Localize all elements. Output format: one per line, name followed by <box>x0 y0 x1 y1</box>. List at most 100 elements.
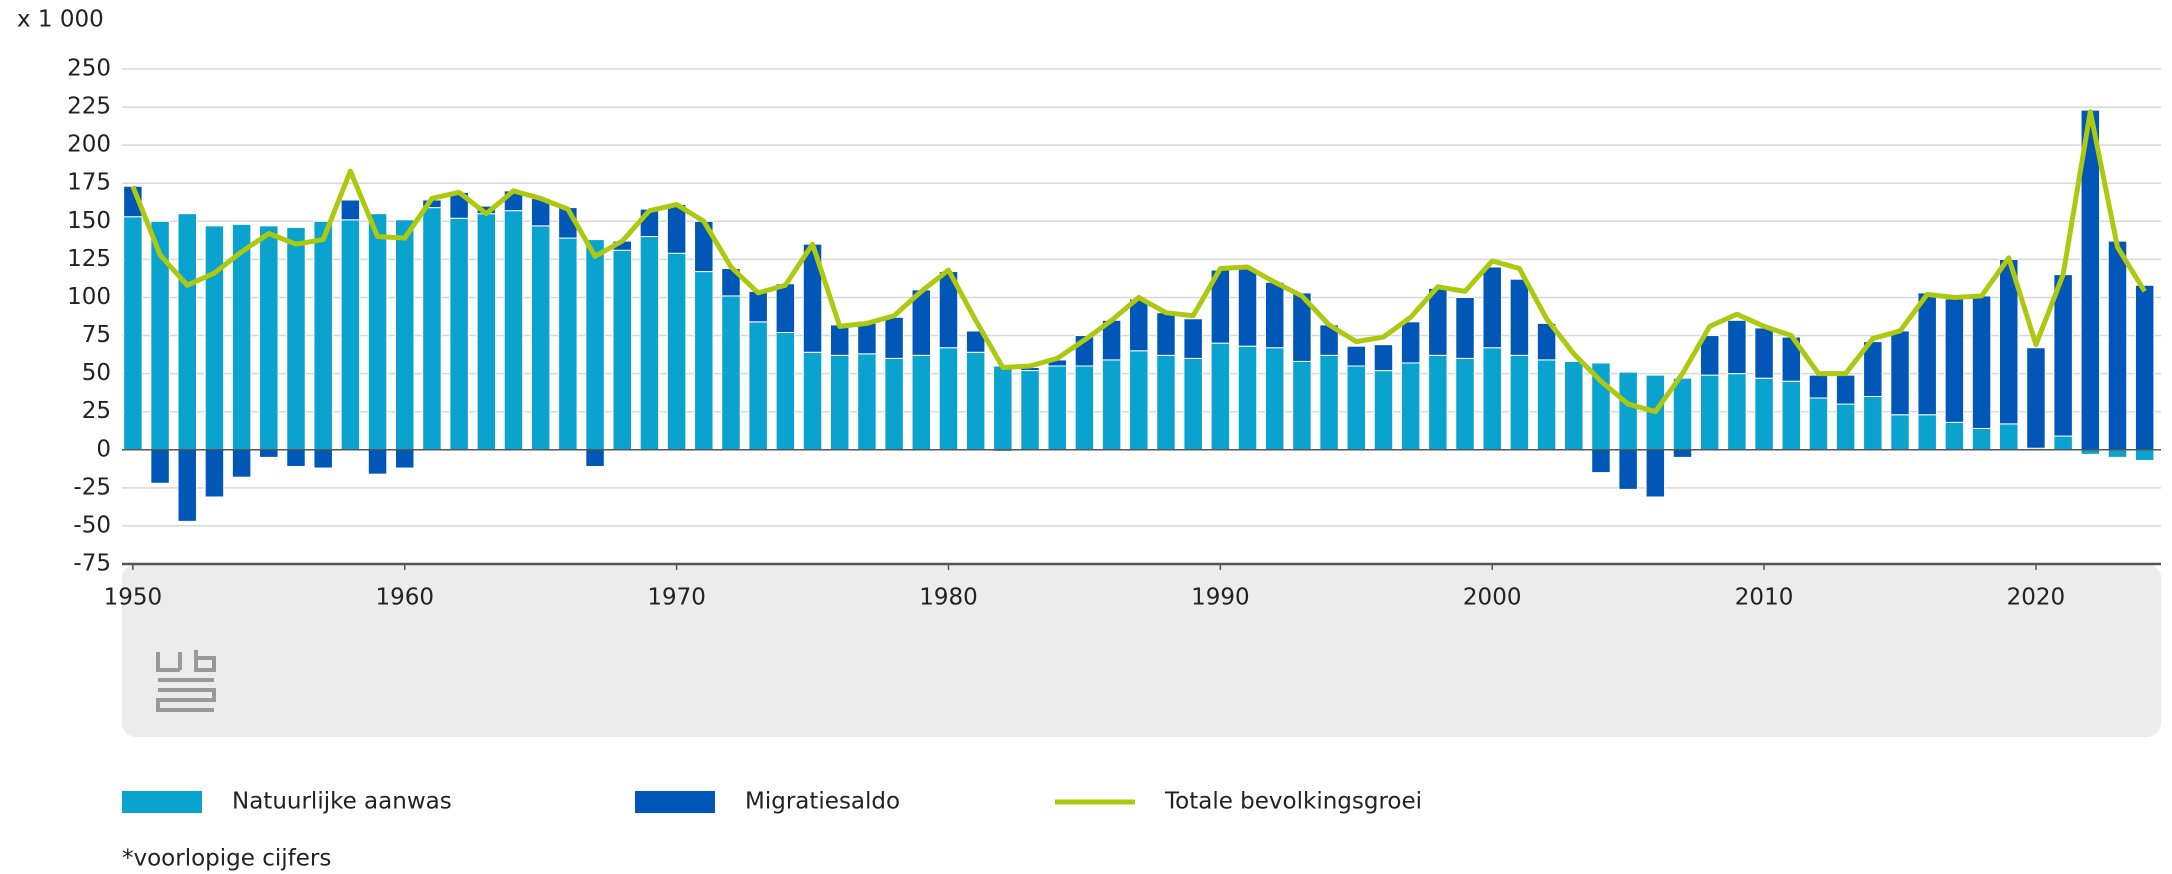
bar <box>2134 449 2155 461</box>
bar <box>1156 312 1176 356</box>
y-tick-label: 75 <box>82 322 111 348</box>
bar <box>1455 357 1475 451</box>
bar <box>231 449 252 478</box>
bar <box>259 449 279 458</box>
legend-label: Totale bevolkingsgroei <box>1164 789 1422 815</box>
bar <box>150 449 170 484</box>
bar <box>1863 395 1883 451</box>
bar <box>2107 240 2128 451</box>
y-unit-label: x 1 000 <box>17 7 104 33</box>
bar <box>1754 327 1774 379</box>
y-tick-label: 200 <box>67 132 111 158</box>
bar <box>286 449 306 468</box>
x-tick-label: 2000 <box>1463 585 1522 611</box>
y-tick-label: 25 <box>82 398 111 424</box>
bar <box>965 330 986 353</box>
bar <box>1754 377 1774 451</box>
y-tick-label: 175 <box>67 170 111 196</box>
y-tick-label: 250 <box>67 56 111 82</box>
bar <box>1781 380 1802 451</box>
bar <box>775 283 796 333</box>
cbs-logo <box>156 650 216 712</box>
bar <box>1237 268 1258 347</box>
bar <box>1156 354 1176 451</box>
bar <box>829 354 850 451</box>
bar <box>884 316 904 359</box>
bar <box>1183 318 1203 359</box>
bar <box>694 271 714 451</box>
bar <box>993 365 1013 451</box>
bar <box>775 331 796 451</box>
bar <box>394 219 415 451</box>
y-tick-label: 0 <box>96 436 111 462</box>
bar <box>1672 449 1693 458</box>
bar <box>313 220 333 451</box>
bar <box>1482 266 1502 349</box>
legend-label: Natuurlijke aanwas <box>232 789 452 815</box>
bar <box>2107 449 2128 458</box>
bar <box>2134 284 2155 451</box>
bar <box>1917 414 1937 451</box>
bar <box>938 347 959 451</box>
bar <box>1129 350 1149 451</box>
bar <box>558 237 578 451</box>
bar <box>123 216 143 451</box>
bar <box>1917 292 1937 416</box>
bar <box>177 449 197 522</box>
bar <box>286 226 306 451</box>
bar <box>1346 365 1367 451</box>
bar <box>530 225 551 451</box>
bar <box>503 210 524 451</box>
y-tick-label: 100 <box>67 284 111 310</box>
bar <box>666 252 687 451</box>
bar <box>259 225 279 451</box>
bar <box>1618 371 1638 451</box>
bar <box>1699 374 1720 451</box>
bar <box>1129 298 1149 352</box>
bar <box>884 357 904 451</box>
bar <box>1400 321 1421 364</box>
bar <box>1727 373 1747 451</box>
bar <box>476 213 497 451</box>
bar <box>1373 344 1394 372</box>
bar <box>1971 295 1992 429</box>
bar <box>1672 377 1693 451</box>
bar <box>313 449 333 469</box>
bar <box>1319 354 1339 451</box>
x-tick-label: 1950 <box>104 585 163 611</box>
y-tick-label: 225 <box>67 94 111 120</box>
y-tick-label: -50 <box>73 512 111 538</box>
bar <box>449 217 469 451</box>
bar <box>1808 374 1829 399</box>
bar <box>340 219 361 451</box>
bar <box>204 449 225 498</box>
bar <box>1183 357 1203 451</box>
legend-swatch <box>635 791 715 813</box>
bar <box>1890 414 1910 451</box>
bar <box>802 351 823 451</box>
bar <box>1536 322 1557 361</box>
footnote: *voorlopige cijfers <box>122 846 331 872</box>
bar <box>1699 335 1720 376</box>
y-tick-label: -25 <box>73 474 111 500</box>
bar <box>1047 365 1067 451</box>
x-tick-label: 2020 <box>2007 585 2066 611</box>
bar <box>1890 330 1910 416</box>
bar <box>1346 345 1367 367</box>
bar <box>1210 342 1231 451</box>
bar <box>585 239 605 451</box>
bar <box>1428 354 1448 451</box>
bar <box>829 324 850 356</box>
bar <box>2053 274 2073 437</box>
bar <box>1999 423 2019 451</box>
bar <box>1808 397 1829 451</box>
x-tick-label: 2010 <box>1735 585 1794 611</box>
bar <box>721 295 741 451</box>
bar <box>1835 403 1856 451</box>
bar <box>857 322 877 355</box>
bar <box>1509 354 1530 451</box>
bar <box>748 290 768 323</box>
line <box>130 109 2147 415</box>
bar <box>340 199 361 221</box>
bar <box>1237 345 1258 451</box>
